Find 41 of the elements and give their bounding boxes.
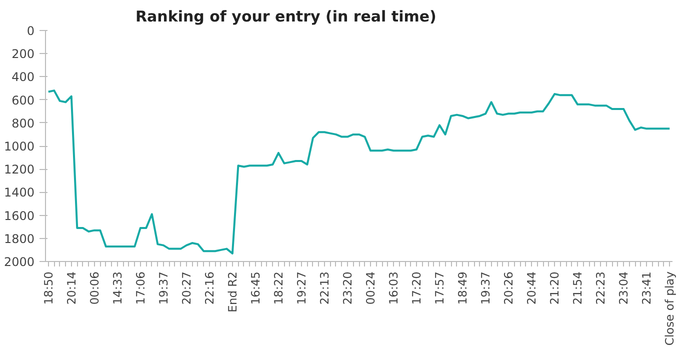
y-tick-label: 0 (26, 24, 35, 38)
x-tick-label: 16:45 (248, 271, 262, 305)
x-tick-label: 21:20 (548, 271, 562, 305)
x-tick-label: 17:57 (432, 271, 447, 305)
x-tick-label: 19:37 (478, 271, 493, 305)
x-tick-label: Close of play (662, 271, 677, 346)
x-tick-label: 22:16 (202, 271, 216, 305)
x-tick-label: End R2 (225, 271, 240, 312)
x-tick-label: 23:20 (340, 271, 354, 305)
x-tick-label: 18:49 (456, 271, 470, 305)
chart-title: Ranking of your entry (in real time) (136, 8, 436, 26)
x-tick-label: 22:13 (317, 271, 332, 305)
y-tick-label: 600 (12, 93, 34, 108)
y-tick-label: 2000 (4, 255, 35, 269)
x-tick-label: 17:20 (410, 271, 424, 305)
y-tick-label: 800 (12, 116, 34, 130)
line-series (47, 90, 671, 254)
x-tick-label: 21:54 (570, 271, 585, 305)
x-tick-label: 16:03 (386, 271, 401, 305)
y-tick-label: 1000 (4, 140, 35, 154)
y-tick-label: 1600 (4, 208, 35, 223)
x-tick-label: 14:33 (110, 271, 124, 305)
x-tick-label: 18:22 (271, 271, 286, 305)
y-tick-label: 400 (12, 70, 34, 84)
x-tick-label: 22:23 (594, 271, 608, 305)
y-tick-label: 200 (12, 47, 34, 62)
y-tick-label: 1800 (4, 232, 35, 246)
y-tick-label: 1200 (4, 162, 35, 177)
x-tick-label: 00:24 (364, 271, 378, 305)
x-tick-label: 19:37 (156, 271, 170, 305)
y-tick-label: 1400 (4, 186, 35, 200)
x-tick-label: 20:27 (179, 271, 194, 305)
x-tick-label: 19:27 (294, 271, 308, 305)
x-tick-label: 20:44 (524, 271, 539, 305)
x-tick-label: 20:26 (502, 271, 516, 305)
x-tick-label: 23:04 (616, 271, 631, 305)
x-tick-label: 20:14 (64, 271, 78, 305)
x-tick-label: 23:41 (640, 271, 654, 305)
x-tick-label: 17:06 (133, 271, 148, 305)
x-tick-label: 18:50 (41, 271, 56, 305)
x-tick-label: 00:06 (87, 271, 102, 305)
